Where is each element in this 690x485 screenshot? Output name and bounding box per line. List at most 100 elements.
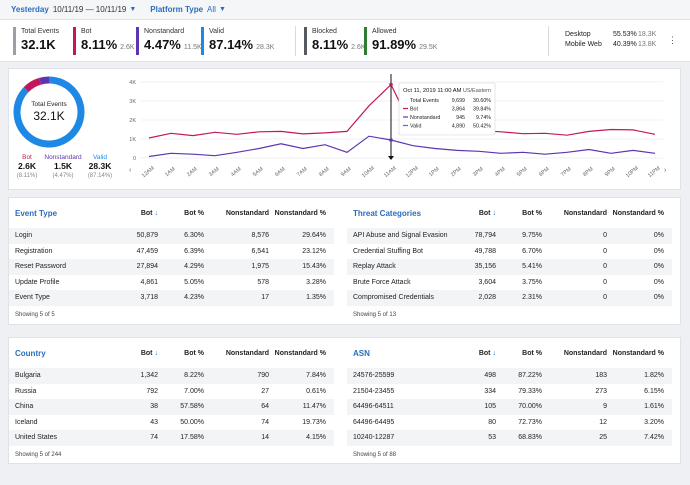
row-value: 57.58% (180, 403, 204, 410)
x-tick-label: 10PM (625, 165, 640, 179)
row-value: 3,604 (478, 278, 496, 286)
table-row[interactable]: United States 74 17.58% 14 4.15% (9, 430, 334, 446)
column-header[interactable]: Bot ↓ (141, 350, 158, 357)
kpi-nonstandard[interactable]: Nonstandard 4.47% 11.5K (136, 27, 202, 55)
table-row[interactable]: China 38 57.58% 64 11.47% (9, 399, 334, 415)
column-header[interactable]: Bot ↓ (141, 210, 158, 217)
column-header[interactable]: Bot ↓ (479, 210, 496, 217)
series-line-nonstandard[interactable] (148, 135, 656, 158)
chart-tooltip: Oct 11, 2019 11:00 AM US/Eastern Total Eve… (398, 82, 496, 136)
scroll-left-icon[interactable]: ‹ (129, 167, 132, 174)
platform-label[interactable]: Platform Type (150, 5, 204, 14)
tooltip-row-name: Total Events (410, 98, 439, 104)
cursor-point (389, 82, 393, 87)
row-value: 1.35% (306, 294, 326, 301)
platform-value[interactable]: All (207, 5, 216, 14)
kpi-value: 91.89% (372, 37, 417, 52)
kpi-blocked[interactable]: Blocked 8.11% 2.6K (304, 27, 366, 55)
kpi-total-events[interactable]: Total Events 32.1K (13, 27, 59, 55)
column-header[interactable]: Nonstandard % (613, 210, 664, 217)
row-value: 334 (484, 387, 496, 395)
column-header[interactable]: Bot % (522, 350, 542, 357)
row-value: 1.61% (644, 403, 664, 410)
device-row-mobile-web: Mobile Web 40.39% 13.8K (565, 41, 656, 48)
row-value: 38 (150, 403, 158, 410)
legend-value: 28.3K (89, 161, 113, 171)
row-value: 0% (653, 247, 664, 255)
table-row[interactable]: 24576-25599 498 87.22% 183 1.82% (347, 368, 672, 384)
table-row[interactable]: 21504-23455 334 79.33% 273 6.15% (347, 384, 672, 400)
table-row[interactable]: Replay Attack 35,156 5.41% 0 0% (347, 259, 672, 275)
donut-slice-nonstandard[interactable] (39, 76, 50, 85)
sort-desc-icon: ↓ (154, 210, 159, 217)
device-pct: 55.53% (613, 31, 637, 38)
row-value: 7.42% (644, 434, 664, 441)
row-value: 3,718 (140, 294, 158, 301)
row-label: Compromised Credentials (353, 294, 434, 301)
column-header[interactable]: Bot ↓ (479, 350, 496, 357)
table-row[interactable]: Reset Password 27,894 4.29% 1,975 15.43% (9, 259, 334, 275)
column-header[interactable]: Nonstandard % (275, 350, 326, 357)
range-value[interactable]: 10/11/19 — 10/11/19 (52, 5, 127, 14)
range-label[interactable]: Yesterday (11, 5, 49, 14)
kpi-bot[interactable]: Bot 8.11% 2.6K (73, 27, 135, 55)
table-header: Bot ↓ Bot % Nonstandard Nonstandard % (9, 210, 334, 222)
table-header: Bot ↓ Bot % Nonstandard Nonstandard % (347, 210, 672, 222)
table-row[interactable]: API Abuse and Signal Evasion 78,794 9.75% 0… (347, 228, 672, 244)
row-label: Bulgaria (15, 372, 41, 379)
table-row[interactable]: Credential Stuffing Bot 49,788 6.70% 0 0% (347, 244, 672, 260)
row-label: Reset Password (15, 263, 66, 270)
x-tick-label: 7PM (560, 166, 573, 178)
row-value: 0 (603, 232, 607, 239)
row-value: 3.75% (522, 278, 542, 286)
table-row[interactable]: Compromised Credentials 2,028 2.31% 0 0% (347, 290, 672, 306)
row-label: Registration (15, 247, 53, 255)
x-tick-label: 9AM (340, 166, 353, 178)
kpi-value: 4.47% (144, 37, 181, 52)
row-label: 21504-23455 (353, 387, 395, 395)
row-value: 25 (599, 434, 607, 441)
range-dropdown-icon[interactable]: ▼ (129, 6, 137, 13)
kpi-valid[interactable]: Valid 87.14% 28.3K (201, 27, 274, 55)
column-header[interactable]: Nonstandard (564, 210, 607, 217)
more-options-icon[interactable]: ⋮ (668, 35, 677, 45)
row-value: 74 (261, 418, 269, 426)
scroll-right-icon[interactable]: › (664, 167, 667, 174)
row-value: 35,156 (474, 263, 496, 270)
table-row[interactable]: Brute Force Attack 3,604 3.75% 0 0% (347, 275, 672, 291)
table-row[interactable]: 64496-64511 105 70.00% 9 1.61% (347, 399, 672, 415)
column-header-label: Bot % (522, 210, 542, 217)
table-row[interactable]: Bulgaria 1,342 8.22% 790 7.84% (9, 368, 334, 384)
row-value: 6.70% (522, 247, 542, 255)
table-row[interactable]: Russia 792 7.00% 27 0.61% (9, 384, 334, 400)
column-header-label: Nonstandard % (612, 210, 664, 217)
table-header: Bot ↓ Bot % Nonstandard Nonstandard % (9, 350, 334, 362)
row-value: 3.28% (306, 278, 326, 286)
kpi-allowed[interactable]: Allowed 91.89% 29.5K (364, 27, 437, 55)
platform-dropdown-icon[interactable]: ▼ (218, 6, 226, 13)
row-value: 578 (257, 278, 269, 286)
column-header[interactable]: Nonstandard (226, 350, 269, 357)
donut-slice-bot[interactable] (23, 77, 42, 93)
legend-pct: (4.47%) (52, 173, 73, 179)
table-row[interactable]: Login 50,879 6.30% 8,576 29.64% (9, 228, 334, 244)
column-header[interactable]: Nonstandard (564, 350, 607, 357)
table-row[interactable]: 10240-12287 53 68.83% 25 7.42% (347, 430, 672, 446)
column-header-label: Bot (140, 210, 153, 217)
row-value: 0 (603, 278, 607, 286)
table-row[interactable]: Event Type 3,718 4.23% 17 1.35% (9, 290, 334, 306)
table-row[interactable]: Iceland 43 50.00% 74 19.73% (9, 415, 334, 431)
column-header[interactable]: Bot % (184, 210, 204, 217)
column-header[interactable]: Nonstandard % (613, 350, 664, 357)
column-header[interactable]: Nonstandard (226, 210, 269, 217)
donut-chart[interactable] (13, 76, 85, 148)
table-row[interactable]: 64496-64495 80 72.73% 12 3.20% (347, 415, 672, 431)
column-header[interactable]: Bot % (184, 350, 204, 357)
table-row[interactable]: Update Profile 4,861 5.05% 578 3.28% (9, 275, 334, 291)
column-header[interactable]: Bot % (522, 210, 542, 217)
table-row[interactable]: Registration 47,459 6.39% 6,541 23.12% (9, 244, 334, 260)
donut-slice-valid[interactable] (13, 76, 85, 148)
x-tick-label: 1PM (428, 166, 441, 178)
column-header[interactable]: Nonstandard % (275, 210, 326, 217)
